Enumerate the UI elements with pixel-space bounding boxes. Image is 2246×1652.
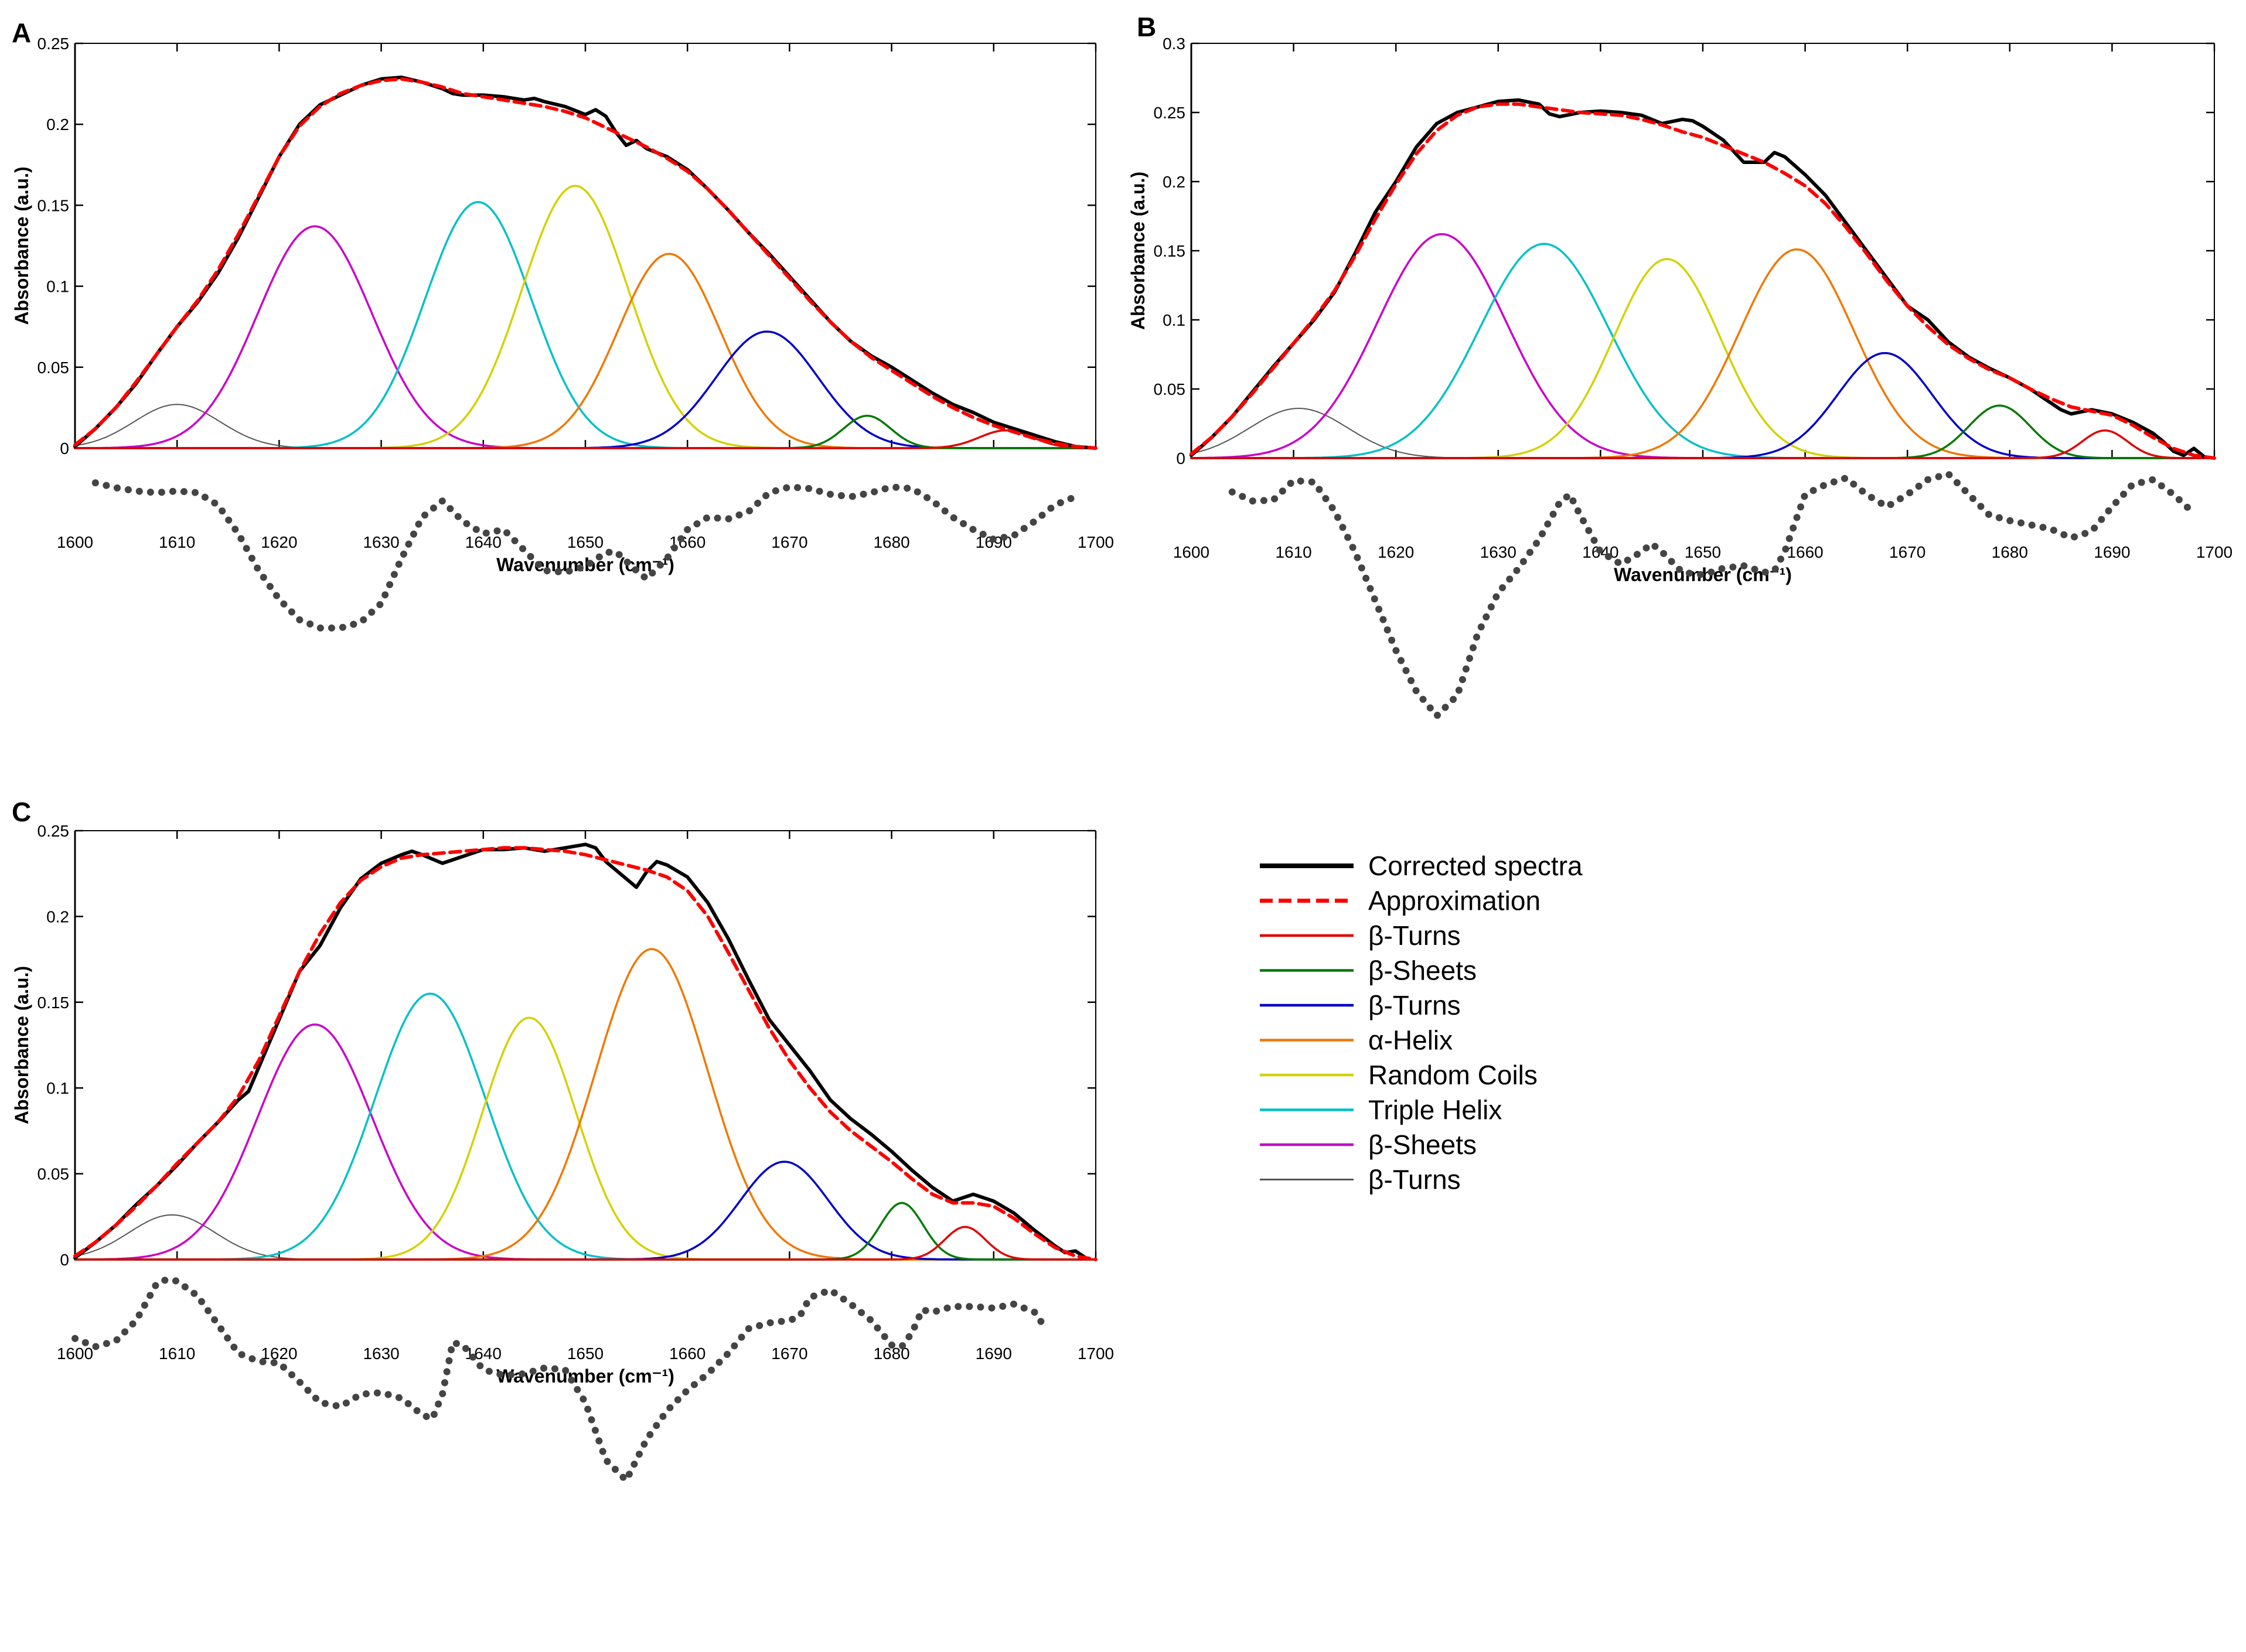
component-curve	[74, 1226, 1097, 1261]
x-tick-label: 1610	[159, 533, 195, 551]
component-curve	[1190, 248, 2216, 459]
x-tick-label: 1690	[2094, 543, 2130, 561]
x-tick-label: 1690	[976, 1344, 1012, 1363]
y-axis-title: Absorbance (a.u.)	[1127, 172, 1148, 330]
component-curve	[74, 1016, 1097, 1261]
component-curve	[74, 992, 1097, 1261]
x-tick-label: 1610	[159, 1344, 195, 1363]
y-tick-label: 0.1	[1163, 311, 1185, 329]
x-tick-label: 1620	[1378, 543, 1414, 561]
legend-label: Approximation	[1368, 886, 1540, 916]
legend: Corrected spectra Approximation β-Turns β-S…	[1260, 851, 1583, 1195]
component-curve	[74, 330, 1097, 449]
y-tick-label: 0.1	[46, 278, 69, 296]
x-tick-label: 1680	[873, 533, 909, 551]
component-curve	[74, 1202, 1097, 1261]
y-axis-title: Absorbance (a.u.)	[11, 966, 32, 1124]
x-tick-label: 1640	[465, 533, 502, 551]
x-tick-label: 1600	[57, 533, 93, 551]
component-curve	[1190, 233, 2216, 459]
x-tick-label: 1650	[1685, 543, 1721, 561]
legend-label: β-Sheets	[1368, 1129, 1477, 1160]
legend-label: Random Coils	[1368, 1060, 1538, 1090]
x-tick-label: 1620	[261, 533, 297, 551]
component-curve	[1190, 429, 2216, 459]
approximation-line	[73, 77, 1098, 450]
y-tick-label: 0	[1176, 449, 1185, 467]
y-tick-label: 0.05	[1154, 380, 1186, 398]
y-tick-label: 0.15	[38, 196, 70, 214]
x-tick-label: 1630	[363, 1344, 399, 1363]
legend-label: Corrected spectra	[1368, 851, 1583, 881]
x-tick-label: 1630	[363, 533, 399, 551]
legend-label: α-Helix	[1368, 1025, 1453, 1056]
y-tick-label: 0.25	[1154, 104, 1186, 122]
x-tick-label: 1600	[1173, 543, 1209, 561]
component-curve	[74, 1161, 1097, 1261]
x-tick-label: 1630	[1480, 543, 1516, 561]
component-curve	[74, 948, 1097, 1261]
y-tick-label: 0.1	[46, 1079, 69, 1097]
corrected-spectra-line	[1190, 98, 2206, 459]
component-curve	[74, 429, 1097, 449]
y-tick-label: 0.05	[38, 1165, 70, 1183]
x-tick-label: 1660	[669, 1344, 706, 1363]
second-derivative-line	[91, 479, 1079, 632]
y-tick-label: 0.2	[1163, 173, 1185, 191]
component-curve	[74, 185, 1097, 449]
x-tick-label: 1670	[1889, 543, 1925, 561]
corrected-spectra-line	[73, 76, 1098, 450]
corrected-spectra-line	[73, 842, 1088, 1260]
panel-c: C 0 0.05 0.1 0.15 0.2 0.25 1600 1610 1620 1630 1640…	[11, 797, 1114, 1484]
panel-label: C	[12, 797, 31, 827]
approximation-line	[1190, 102, 2216, 460]
component-curve	[1190, 258, 2216, 459]
panel-b: B 0 0.05 0.1 0.15 0.2 0.25 0.3 1600 1610 1620 1630 1…	[1127, 12, 2233, 719]
x-tick-label: 1610	[1275, 543, 1311, 561]
approximation-line	[73, 846, 1098, 1261]
second-derivative-line	[1228, 470, 2198, 719]
y-tick-label: 0.2	[46, 907, 69, 926]
x-axis-title: Wavenumber (cm⁻¹)	[496, 1366, 674, 1387]
x-tick-label: 1640	[465, 1344, 502, 1363]
y-tick-label: 0	[60, 439, 69, 458]
x-tick-label: 1650	[567, 1344, 604, 1363]
legend-label: β-Sheets	[1368, 955, 1477, 986]
y-tick-label: 0.3	[1163, 35, 1185, 53]
panel-a: A 0 0.05 0.1 0.15 0.2 0.25 1600 1610 1620 1630 1640…	[11, 18, 1114, 632]
legend-label: β-Turns	[1368, 990, 1461, 1020]
component-curve	[74, 252, 1097, 449]
x-tick-label: 1670	[771, 533, 807, 551]
panel-label: B	[1137, 12, 1156, 42]
x-tick-label: 1660	[1787, 543, 1823, 561]
legend-label: β-Turns	[1368, 920, 1461, 951]
y-tick-label: 0.25	[38, 35, 70, 53]
x-tick-label: 1650	[567, 533, 604, 551]
y-axis-title: Absorbance (a.u.)	[11, 166, 32, 325]
y-tick-label: 0.15	[1154, 242, 1186, 260]
x-tick-label: 1680	[1992, 543, 2028, 561]
y-tick-label: 0.15	[38, 994, 70, 1012]
second-derivative-line	[71, 1276, 1048, 1484]
y-tick-label: 0	[60, 1251, 69, 1269]
x-tick-label: 1700	[1078, 533, 1114, 551]
x-tick-label: 1700	[1078, 1344, 1114, 1363]
x-tick-label: 1700	[2196, 543, 2233, 561]
x-tick-label: 1670	[771, 1344, 807, 1363]
y-tick-label: 0.25	[38, 822, 70, 840]
x-axis-title: Wavenumber (cm⁻¹)	[496, 554, 674, 575]
y-tick-label: 0.05	[38, 359, 70, 377]
x-tick-label: 1620	[261, 1344, 297, 1363]
panel-label: A	[12, 18, 31, 48]
y-tick-label: 0.2	[46, 115, 69, 134]
x-tick-label: 1600	[57, 1344, 93, 1363]
legend-label: β-Turns	[1368, 1165, 1461, 1195]
component-curve	[74, 201, 1097, 449]
legend-label: Triple Helix	[1368, 1095, 1502, 1125]
